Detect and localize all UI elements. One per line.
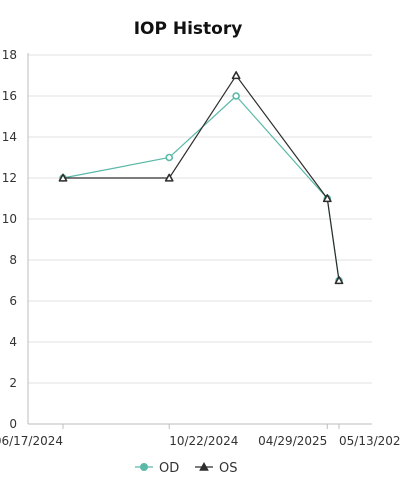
data-point-os xyxy=(164,173,174,182)
y-tick-label: 4 xyxy=(9,335,17,349)
x-tick-label: 06/17/2024 xyxy=(0,434,63,448)
series-line-od xyxy=(62,95,340,281)
legend-marker-os xyxy=(199,461,209,471)
data-point-os xyxy=(334,276,344,285)
data-point-od xyxy=(165,153,174,162)
data-point-os xyxy=(231,71,241,80)
y-tick-label: 8 xyxy=(9,253,17,267)
y-tick-label: 14 xyxy=(2,130,17,144)
y-tick-label: 10 xyxy=(2,212,17,226)
y-tick-label: 6 xyxy=(9,294,17,308)
data-point-os xyxy=(322,194,332,203)
data-point-os xyxy=(58,173,68,182)
y-tick-label: 0 xyxy=(9,417,17,431)
y-tick-label: 18 xyxy=(2,48,17,62)
series-lines xyxy=(58,71,344,285)
grid-lines xyxy=(28,54,372,384)
y-tick-label: 2 xyxy=(9,376,17,390)
x-tick-label: 05/13/2025 xyxy=(339,434,400,448)
legend-marker-od xyxy=(140,463,148,471)
data-point-od xyxy=(232,92,240,100)
chart-title: IOP History xyxy=(134,19,243,39)
legend-item-od[interactable]: OD xyxy=(135,461,179,476)
legend-label-os: OS xyxy=(219,461,237,476)
y-tick-label: 16 xyxy=(2,89,17,103)
series-os xyxy=(58,71,344,285)
x-tick-label: 04/29/2025 xyxy=(258,434,327,448)
series-od xyxy=(59,92,343,285)
legend-label-od: OD xyxy=(159,461,179,476)
y-tick-label: 12 xyxy=(2,171,17,185)
legend[interactable]: OD OS xyxy=(135,461,237,476)
x-tick-label: 10/22/2024 xyxy=(169,434,238,448)
legend-item-os[interactable]: OS xyxy=(195,461,237,476)
axes: 0 2 4 6 8 10 12 14 16 18 06/17/2024 10/22/2024 04/29… xyxy=(0,48,400,448)
